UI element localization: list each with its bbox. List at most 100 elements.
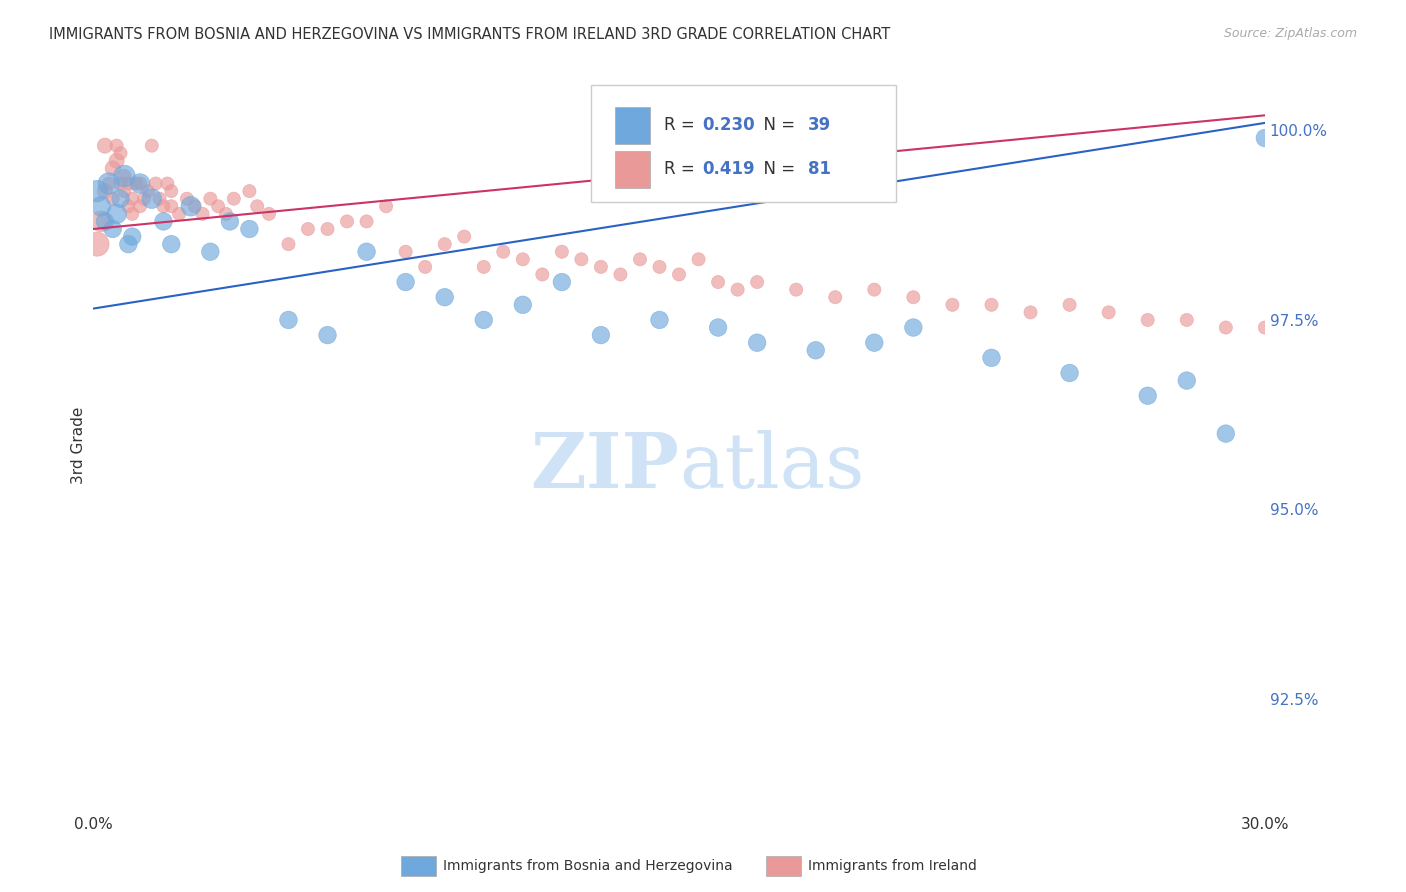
Point [628,252,651,267]
Text: atlas: atlas [679,430,865,504]
Text: 0.419: 0.419 [703,161,755,178]
Point [207,199,229,213]
Point [356,244,378,259]
Y-axis label: 3rd Grade: 3rd Grade [72,406,86,483]
Text: 81: 81 [808,161,831,178]
Point [1312,320,1334,334]
Point [160,199,183,213]
Point [1059,366,1081,380]
Point [413,260,436,274]
Point [200,192,222,206]
Point [86,237,108,252]
Point [101,192,124,206]
Point [117,237,139,252]
Point [110,146,132,161]
Point [105,153,128,168]
Point [257,207,280,221]
Point [94,184,117,198]
Point [191,207,214,221]
Point [492,244,515,259]
Point [277,313,299,327]
Point [160,237,183,252]
Point [132,192,155,206]
Point [215,207,238,221]
Point [200,244,222,259]
Point [688,252,710,267]
Point [747,335,769,350]
Point [395,244,418,259]
Point [129,177,152,191]
Point [117,199,139,213]
Point [105,207,128,221]
Point [512,298,534,312]
Point [145,177,167,191]
Point [121,207,143,221]
Point [218,214,240,228]
Point [375,199,398,213]
Point [727,283,749,297]
Point [903,290,925,304]
Point [551,244,574,259]
Point [472,313,495,327]
Point [101,222,124,236]
Point [110,192,132,206]
Point [129,177,152,191]
Point [472,260,495,274]
Point [94,214,117,228]
Text: N =: N = [752,161,800,178]
Point [121,192,143,206]
Point [277,237,299,252]
Text: R =: R = [664,116,700,134]
Text: 39: 39 [808,116,831,134]
Point [86,184,108,198]
Point [121,229,143,244]
Text: 0.230: 0.230 [703,116,755,134]
Point [110,177,132,191]
Point [101,161,124,176]
Point [1098,305,1121,319]
Point [1175,374,1198,388]
Point [160,184,183,198]
FancyBboxPatch shape [614,151,650,187]
Point [222,192,245,206]
FancyBboxPatch shape [591,85,896,202]
Point [112,184,135,198]
Point [648,260,671,274]
Text: Immigrants from Bosnia and Herzegovina: Immigrants from Bosnia and Herzegovina [443,859,733,873]
FancyBboxPatch shape [614,107,650,144]
Point [747,275,769,289]
Point [863,283,886,297]
Point [589,260,612,274]
Text: N =: N = [752,116,800,134]
Point [395,275,418,289]
Text: Immigrants from Ireland: Immigrants from Ireland [808,859,977,873]
Point [1215,320,1237,334]
Point [707,320,730,334]
Point [1136,313,1159,327]
Point [316,328,339,343]
Point [903,320,925,334]
Text: IMMIGRANTS FROM BOSNIA AND HERZEGOVINA VS IMMIGRANTS FROM IRELAND 3RD GRADE CORR: IMMIGRANTS FROM BOSNIA AND HERZEGOVINA V… [49,27,890,42]
Point [1254,320,1277,334]
Point [531,268,554,282]
Point [980,351,1002,365]
Point [105,138,128,153]
Point [112,169,135,183]
Point [167,207,190,221]
Point [453,229,475,244]
Point [90,199,112,213]
Point [512,252,534,267]
Point [1331,328,1354,343]
Point [238,184,260,198]
Point [152,214,174,228]
Point [97,177,120,191]
Point [97,177,120,191]
Point [668,268,690,282]
Point [824,290,846,304]
Point [316,222,339,236]
Point [136,184,159,198]
Point [785,283,807,297]
Point [176,192,198,206]
Point [94,138,117,153]
Point [117,177,139,191]
